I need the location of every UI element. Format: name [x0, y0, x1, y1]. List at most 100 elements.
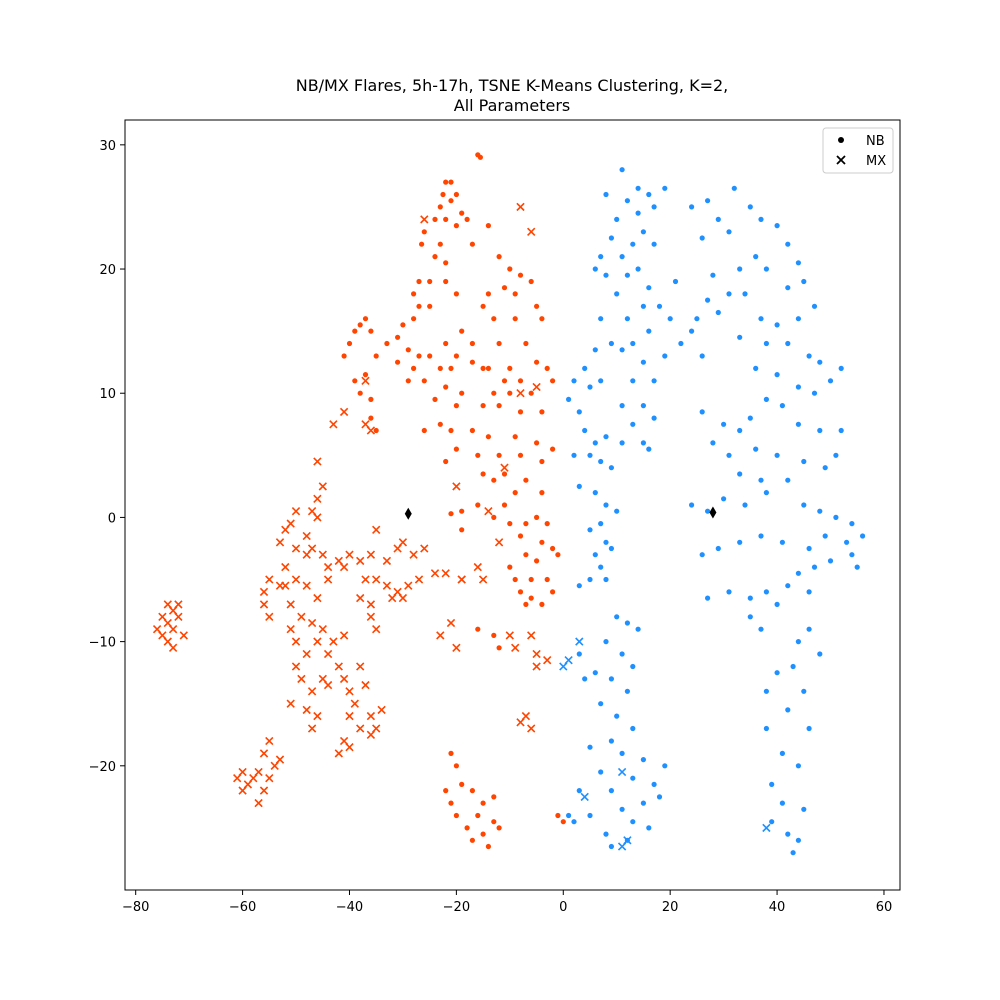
point-mx: [372, 525, 381, 534]
point-mx: [527, 631, 536, 640]
point-nb: [443, 458, 449, 465]
point-mx: [452, 643, 461, 652]
point-nb: [421, 229, 427, 235]
y-tick-label: 0: [108, 511, 116, 526]
point-nb: [427, 353, 433, 359]
point-mx: [516, 389, 525, 398]
point-nb: [614, 508, 620, 514]
point-nb: [448, 511, 454, 517]
point-nb: [806, 589, 812, 595]
point-nb: [747, 595, 753, 601]
point-nb: [640, 800, 647, 806]
point-nb: [763, 725, 770, 732]
point-nb: [475, 502, 481, 508]
x-tick-label: 40: [769, 900, 786, 915]
point-nb: [453, 291, 459, 297]
point-mx: [532, 662, 541, 671]
point-nb: [774, 223, 780, 229]
point-nb: [517, 589, 524, 595]
point-nb: [646, 825, 652, 831]
point-mx: [441, 569, 450, 578]
point-nb: [608, 738, 615, 744]
point-nb: [844, 539, 850, 545]
point-mx: [275, 538, 285, 547]
point-nb: [672, 278, 679, 285]
point-mx: [291, 662, 301, 671]
point-nb: [534, 514, 540, 521]
point-nb: [411, 365, 417, 371]
point-nb: [485, 291, 491, 297]
y-tick-label: −20: [89, 760, 116, 775]
point-nb: [459, 390, 465, 396]
point-nb: [667, 316, 673, 322]
point-nb: [453, 223, 459, 229]
point-nb: [763, 589, 770, 595]
point-mx: [361, 575, 370, 584]
point-mx: [484, 507, 493, 516]
point-nb: [469, 837, 475, 843]
point-nb: [411, 291, 417, 297]
point-nb: [849, 552, 855, 558]
point-nb: [528, 576, 534, 583]
point-mx: [345, 550, 354, 559]
chart-title-line-1: NB/MX Flares, 5h-17h, TSNE K-Means Clust…: [296, 76, 729, 95]
point-nb: [763, 490, 770, 496]
point-nb: [550, 446, 556, 452]
point-nb: [592, 440, 598, 446]
point-mx: [265, 575, 274, 584]
centroid-marker: [404, 507, 412, 520]
point-mx: [265, 774, 274, 783]
point-mx: [339, 674, 349, 684]
point-mx: [575, 637, 584, 646]
point-nb: [485, 223, 491, 229]
point-nb: [598, 316, 604, 322]
point-mx: [254, 798, 263, 808]
point-nb: [737, 427, 743, 434]
point-mx: [366, 612, 376, 621]
point-nb: [699, 409, 705, 415]
point-nb: [758, 316, 764, 322]
point-nb: [501, 471, 508, 477]
point-nb: [352, 378, 358, 384]
point-mx: [388, 593, 397, 603]
point-nb: [662, 763, 668, 769]
point-nb: [608, 788, 615, 794]
point-nb: [411, 316, 417, 322]
point-nb: [368, 415, 374, 421]
point-nb: [694, 316, 700, 322]
y-tick-label: −10: [89, 636, 116, 651]
point-mx: [366, 711, 376, 721]
point-nb: [849, 521, 855, 527]
point-nb: [491, 316, 497, 322]
point-mx: [318, 625, 327, 634]
point-nb: [405, 347, 411, 353]
y-tick-label: 30: [99, 139, 116, 154]
point-nb: [790, 663, 796, 670]
point-nb: [624, 198, 631, 204]
point-nb: [705, 297, 711, 303]
point-nb: [801, 806, 807, 812]
point-mx: [313, 457, 322, 466]
legend-marker-nb: [838, 137, 844, 143]
point-mx: [617, 842, 627, 851]
point-nb: [630, 241, 636, 247]
point-nb: [576, 651, 582, 657]
point-nb: [795, 316, 802, 322]
axes-frame: [124, 119, 901, 891]
point-nb: [544, 521, 550, 527]
point-mx: [339, 562, 349, 572]
point-nb: [758, 533, 764, 539]
point-mx: [323, 649, 333, 659]
point-nb: [795, 639, 802, 645]
point-nb: [630, 819, 636, 825]
point-nb: [550, 589, 556, 595]
x-tick-label: −80: [122, 900, 149, 915]
point-nb: [357, 322, 363, 328]
point-nb: [437, 204, 443, 210]
point-nb: [560, 819, 566, 825]
point-mx: [511, 643, 520, 652]
point-nb: [646, 328, 652, 334]
point-nb: [817, 651, 823, 657]
point-nb: [779, 750, 786, 757]
point-nb: [779, 800, 786, 806]
